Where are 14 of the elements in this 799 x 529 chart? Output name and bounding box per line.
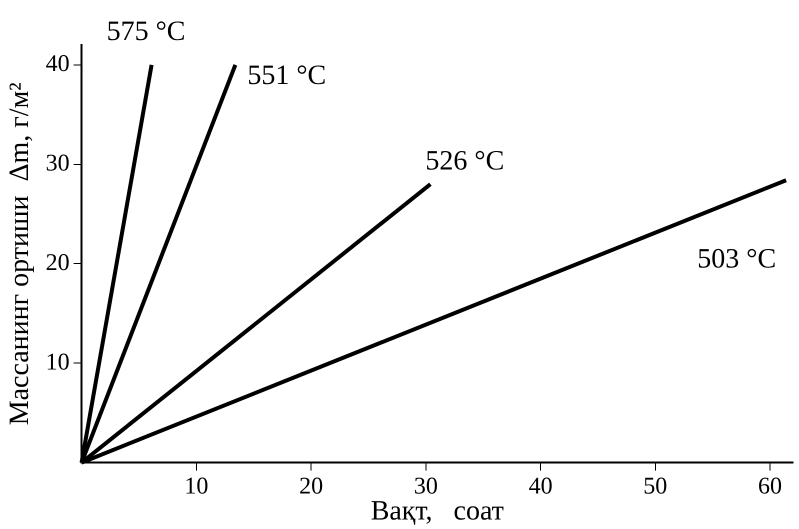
- x-tick-label: 60: [758, 473, 782, 500]
- y-tick-label: 10: [46, 349, 70, 376]
- series-label: 551 °C: [247, 60, 326, 92]
- y-tick-label: 30: [46, 150, 70, 177]
- y-tick-label: 20: [46, 250, 70, 276]
- x-tick-label: 50: [643, 473, 668, 500]
- y-tick-label: 40: [46, 51, 70, 78]
- x-tick-label: 10: [184, 473, 208, 500]
- series-label: 526 °C: [425, 146, 504, 177]
- y-axis-title: Массанинг ортиши Δm, г/м²: [4, 82, 36, 426]
- series-label: 575 °C: [106, 16, 186, 48]
- x-tick-label: 20: [299, 473, 324, 500]
- series-label: 503 °C: [697, 244, 776, 275]
- x-tick-label: 40: [528, 473, 553, 500]
